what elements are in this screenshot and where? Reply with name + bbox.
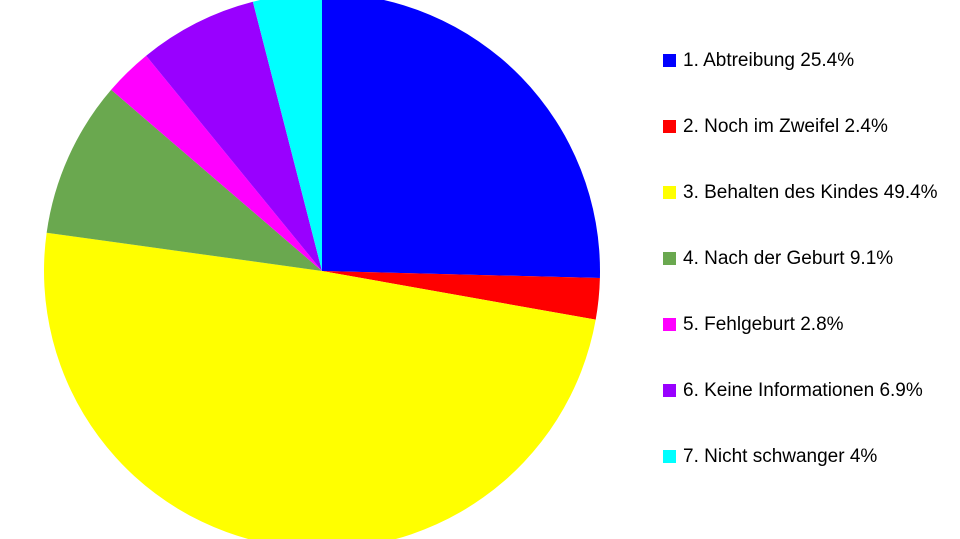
- legend: 1. Abtreibung 25.4% 2. Noch im Zweifel 2.…: [663, 48, 953, 510]
- pie-slice: [252, 0, 322, 271]
- legend-label: 3. Behalten des Kindes 49.4%: [683, 182, 938, 203]
- legend-swatch: [663, 318, 676, 331]
- legend-item: 7. Nicht schwanger 4%: [663, 444, 953, 510]
- legend-swatch: [663, 120, 676, 133]
- legend-item: 6. Keine Informationen 6.9%: [663, 378, 953, 444]
- pie-slice: [322, 271, 600, 320]
- legend-swatch: [663, 186, 676, 199]
- legend-item: 5. Fehlgeburt 2.8%: [663, 312, 953, 378]
- legend-item: 4. Nach der Geburt 9.1%: [663, 246, 953, 312]
- pie-slice: [146, 1, 322, 271]
- legend-label: 4. Nach der Geburt 9.1%: [683, 248, 894, 269]
- legend-swatch: [663, 54, 676, 67]
- legend-item: 3. Behalten des Kindes 49.4%: [663, 180, 953, 246]
- pie-slice: [111, 55, 322, 272]
- legend-swatch: [663, 450, 676, 463]
- legend-label: 1. Abtreibung 25.4%: [683, 50, 855, 71]
- pie-slice: [46, 89, 322, 271]
- pie-slice: [44, 232, 596, 539]
- legend-swatch: [663, 384, 676, 397]
- pie-chart: [44, 0, 600, 539]
- legend-label: 6. Keine Informationen 6.9%: [683, 380, 923, 401]
- legend-item: 2. Noch im Zweifel 2.4%: [663, 114, 953, 180]
- pie-slice: [322, 0, 600, 278]
- legend-label: 7. Nicht schwanger 4%: [683, 446, 878, 467]
- legend-label: 2. Noch im Zweifel 2.4%: [683, 116, 888, 137]
- legend-swatch: [663, 252, 676, 265]
- legend-label: 5. Fehlgeburt 2.8%: [683, 314, 844, 335]
- legend-item: 1. Abtreibung 25.4%: [663, 48, 953, 114]
